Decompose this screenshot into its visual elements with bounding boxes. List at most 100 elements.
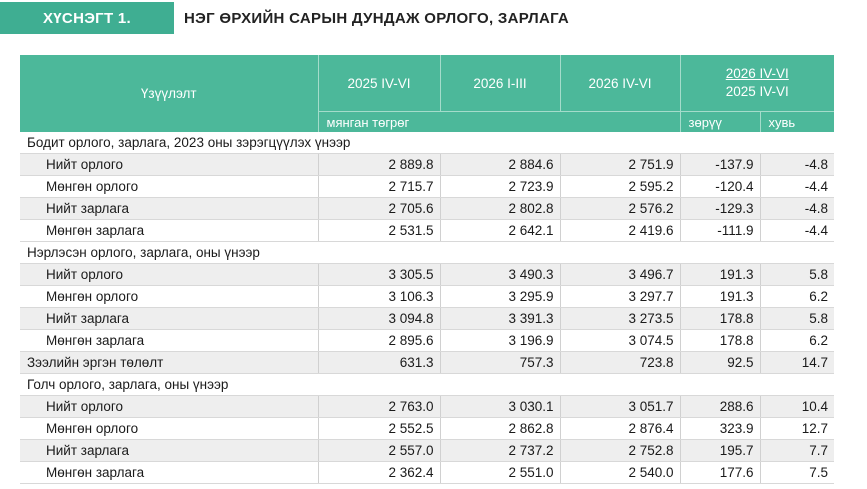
table-title: НЭГ ӨРХИЙН САРЫН ДУНДАЖ ОРЛОГО, ЗАРЛАГА — [184, 9, 570, 27]
value-percent: -4.8 — [759, 197, 835, 220]
value-2026-i-iii: 757.3 — [439, 351, 560, 374]
value-percent: 14.7 — [759, 351, 835, 374]
value-difference: 323.9 — [679, 417, 760, 440]
table-header-row: Үзүүлэлт 2025 IV-VI 2026 I-III 2026 IV-V… — [20, 55, 835, 132]
value-2025-iv-vi: 2 715.7 — [317, 175, 440, 198]
row-label: Мөнгөн зарлага — [20, 219, 318, 242]
row-label: Мөнгөн зарлага — [20, 461, 318, 484]
section-header-row: Голч орлого, зарлага, оны үнээр — [20, 373, 835, 396]
unit-difference: зөрүү — [679, 111, 760, 132]
value-percent: -4.4 — [759, 175, 835, 198]
value-difference: 191.3 — [679, 285, 760, 308]
section-title: Голч орлого, зарлага, оны үнээр — [20, 373, 835, 396]
value-percent: 12.7 — [759, 417, 835, 440]
row-label: Нийт зарлага — [20, 439, 318, 462]
value-difference: 178.8 — [679, 329, 760, 352]
ratio-numerator: 2026 IV-VI — [725, 66, 789, 81]
value-2026-iv-vi: 2 576.2 — [559, 197, 680, 220]
col-header-2026-i-iii: 2026 I-III — [439, 55, 560, 112]
table-row: Нийт орлого 2 889.8 2 884.6 2 751.9 -137.9 -4… — [20, 153, 835, 176]
value-difference: 288.6 — [679, 395, 760, 418]
value-difference: -129.3 — [679, 197, 760, 220]
row-label: Нийт зарлага — [20, 307, 318, 330]
value-2026-i-iii: 2 723.9 — [439, 175, 560, 198]
value-2026-i-iii: 3 196.9 — [439, 329, 560, 352]
value-2026-iv-vi: 2 419.6 — [559, 219, 680, 242]
table-row: Мөнгөн орлого 3 106.3 3 295.9 3 297.7 191.3 6… — [20, 285, 835, 308]
value-2026-i-iii: 2 884.6 — [439, 153, 560, 176]
value-2026-i-iii: 2 737.2 — [439, 439, 560, 462]
value-2025-iv-vi: 2 763.0 — [317, 395, 440, 418]
value-2026-iv-vi: 3 496.7 — [559, 263, 680, 286]
value-2026-iv-vi: 2 751.9 — [559, 153, 680, 176]
value-2026-i-iii: 2 642.1 — [439, 219, 560, 242]
value-2026-iv-vi: 2 876.4 — [559, 417, 680, 440]
col-header-2026-iv-vi: 2026 IV-VI — [559, 55, 680, 112]
value-difference: -111.9 — [679, 219, 760, 242]
value-percent: 10.4 — [759, 395, 835, 418]
value-2026-iv-vi: 3 297.7 — [559, 285, 680, 308]
value-2026-i-iii: 2 802.8 — [439, 197, 560, 220]
value-2026-i-iii: 2 551.0 — [439, 461, 560, 484]
value-2025-iv-vi: 2 889.8 — [317, 153, 440, 176]
table-row: Мөнгөн зарлага 2 362.4 2 551.0 2 540.0 177.6… — [20, 461, 835, 484]
col-header-indicator: Үзүүлэлт — [20, 55, 318, 132]
row-label: Нийт орлого — [20, 153, 318, 176]
value-2025-iv-vi: 2 362.4 — [317, 461, 440, 484]
table-row: Нийт зарлага 2 557.0 2 737.2 2 752.8 195.7 7.… — [20, 439, 835, 462]
value-2026-i-iii: 3 295.9 — [439, 285, 560, 308]
table-row: Мөнгөн зарлага 2 531.5 2 642.1 2 419.6 -111.… — [20, 219, 835, 242]
value-2025-iv-vi: 2 552.5 — [317, 417, 440, 440]
value-percent: 6.2 — [759, 285, 835, 308]
value-2025-iv-vi: 3 094.8 — [317, 307, 440, 330]
row-label: Мөнгөн орлого — [20, 175, 318, 198]
table-row: Нийт зарлага 3 094.8 3 391.3 3 273.5 178.8 5.… — [20, 307, 835, 330]
row-label: Мөнгөн зарлага — [20, 329, 318, 352]
row-label: Мөнгөн орлого — [20, 285, 318, 308]
value-percent: 7.7 — [759, 439, 835, 462]
value-2026-i-iii: 3 391.3 — [439, 307, 560, 330]
value-2026-i-iii: 3 490.3 — [439, 263, 560, 286]
col-header-ratio: 2026 IV-VI 2025 IV-VI — [679, 55, 835, 112]
table-number-badge: ХҮСНЭГТ 1. — [0, 2, 174, 34]
table-row: Нийт зарлага 2 705.6 2 802.8 2 576.2 -129.3-… — [20, 197, 835, 220]
value-difference: 195.7 — [679, 439, 760, 462]
value-difference: 178.8 — [679, 307, 760, 330]
table-row: Зээлийн эргэн төлөлт 631.3 757.3 723.8 92.5 1… — [20, 351, 835, 374]
table-row: Мөнгөн зарлага 2 895.6 3 196.9 3 074.5 178.8… — [20, 329, 835, 352]
row-label: Зээлийн эргэн төлөлт — [20, 351, 318, 374]
value-difference: -137.9 — [679, 153, 760, 176]
unit-thousand-tugrik: мянган төгрөг — [317, 111, 680, 132]
value-percent: 5.8 — [759, 263, 835, 286]
value-percent: 7.5 — [759, 461, 835, 484]
table-row: Мөнгөн орлого 2 715.7 2 723.9 2 595.2 -120.4… — [20, 175, 835, 198]
section-title: Бодит орлого, зарлага, 2023 оны зэрэгцүү… — [20, 132, 835, 154]
value-2025-iv-vi: 2 531.5 — [317, 219, 440, 242]
table-row: Мөнгөн орлого 2 552.5 2 862.8 2 876.4 323.9 1… — [20, 417, 835, 440]
income-expense-table: Үзүүлэлт 2025 IV-VI 2026 I-III 2026 IV-V… — [20, 55, 835, 484]
section-header-row: Бодит орлого, зарлага, 2023 оны зэрэгцүү… — [20, 132, 835, 154]
units-row: мянган төгрөг зөрүү хувь — [20, 111, 835, 132]
value-difference: 92.5 — [679, 351, 760, 374]
value-2026-iv-vi: 2 595.2 — [559, 175, 680, 198]
row-label: Нийт орлого — [20, 263, 318, 286]
value-2025-iv-vi: 3 305.5 — [317, 263, 440, 286]
value-percent: -4.8 — [759, 153, 835, 176]
row-label: Нийт зарлага — [20, 197, 318, 220]
value-2025-iv-vi: 3 106.3 — [317, 285, 440, 308]
table-row: Нийт орлого 3 305.5 3 490.3 3 496.7 191.3 5.8 — [20, 263, 835, 286]
value-percent: -4.4 — [759, 219, 835, 242]
row-label: Мөнгөн орлого — [20, 417, 318, 440]
value-2025-iv-vi: 631.3 — [317, 351, 440, 374]
unit-percent: хувь — [759, 111, 835, 132]
section-title: Нэрлэсэн орлого, зарлага, оны үнээр — [20, 241, 835, 264]
value-2025-iv-vi: 2 705.6 — [317, 197, 440, 220]
ratio-denominator: 2025 IV-VI — [725, 84, 789, 99]
value-2026-iv-vi: 3 273.5 — [559, 307, 680, 330]
value-difference: 177.6 — [679, 461, 760, 484]
value-percent: 5.8 — [759, 307, 835, 330]
value-2026-iv-vi: 3 051.7 — [559, 395, 680, 418]
value-2026-i-iii: 3 030.1 — [439, 395, 560, 418]
value-difference: 191.3 — [679, 263, 760, 286]
value-2025-iv-vi: 2 557.0 — [317, 439, 440, 462]
